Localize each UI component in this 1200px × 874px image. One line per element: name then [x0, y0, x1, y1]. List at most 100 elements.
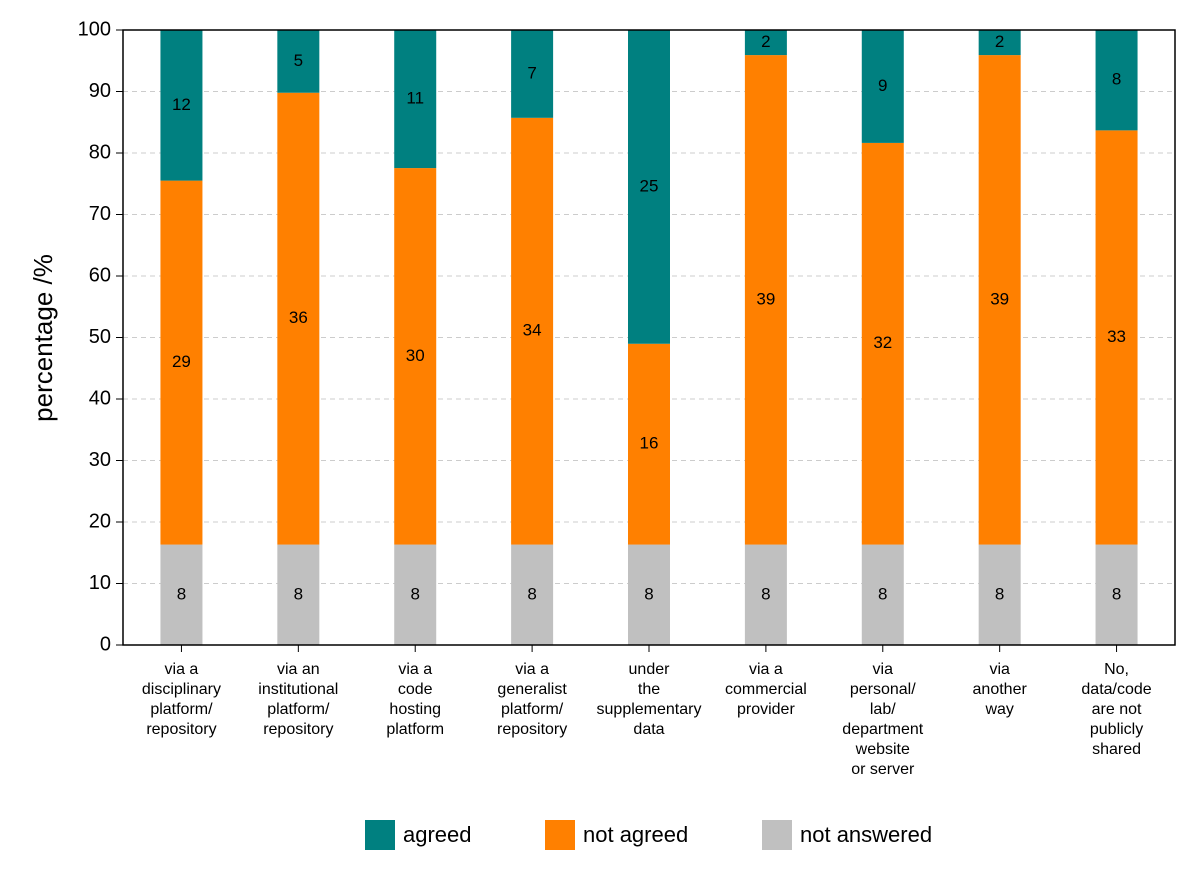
value-label: 2 — [995, 32, 1004, 51]
bar-segment — [978, 544, 1021, 645]
x-tick-label-line: data/code — [1081, 681, 1151, 698]
x-tick-label-line: repository — [497, 721, 567, 738]
legend-label: agreed — [403, 822, 472, 847]
value-label: 8 — [878, 584, 887, 603]
y-tick-label: 50 — [89, 326, 111, 348]
x-tick-label-line: personal/ — [850, 681, 916, 698]
bar-segment — [744, 55, 787, 545]
legend-swatch — [762, 820, 792, 850]
x-tick-label-line: the — [638, 681, 660, 698]
bar-segment — [160, 544, 203, 645]
y-tick-label: 40 — [89, 387, 111, 409]
bar-segment — [1095, 29, 1138, 131]
x-tick-label-line: are not — [1092, 701, 1142, 718]
x-tick-label-line: way — [984, 701, 1013, 718]
value-label: 7 — [527, 63, 536, 82]
y-tick-label: 60 — [89, 264, 111, 286]
x-tick-label-line: or server — [851, 761, 915, 778]
bar-segment — [511, 544, 554, 645]
x-tick-label: via another way — [973, 661, 1028, 718]
x-tick-label-line: platform — [386, 721, 444, 738]
value-label: 8 — [995, 584, 1004, 603]
legend-label: not answered — [800, 822, 932, 847]
x-tick-label-line: code — [398, 681, 433, 698]
value-label: 39 — [756, 289, 775, 308]
x-tick-label-line: via a — [749, 661, 783, 678]
y-axis-label: percentage /% — [28, 254, 58, 422]
x-tick-label-line: institutional — [258, 681, 338, 698]
value-label: 16 — [640, 434, 659, 453]
x-tick-label-line: repository — [146, 721, 216, 738]
x-tick-label-line: hosting — [389, 701, 441, 718]
x-tick-label: via a generalist platform/repository — [497, 661, 567, 738]
y-tick-label: 0 — [100, 633, 111, 655]
y-tick-label: 10 — [89, 572, 111, 594]
bar-segment — [744, 30, 787, 56]
bar-segment — [1095, 544, 1138, 645]
x-tick-label-line: department — [842, 721, 923, 738]
legend-swatch — [365, 820, 395, 850]
bar-segment — [394, 544, 437, 645]
x-tick-label-line: via a — [398, 661, 432, 678]
bar-segment — [277, 92, 320, 545]
value-label: 33 — [1107, 327, 1126, 346]
value-label: 11 — [406, 89, 424, 108]
value-label: 8 — [1112, 70, 1121, 89]
value-label: 8 — [1112, 584, 1121, 603]
x-tick-label-line: supplementary — [597, 701, 702, 718]
y-tick-label: 30 — [89, 449, 111, 471]
value-label: 25 — [640, 176, 659, 195]
x-tick-label: via personal/lab/department website or serv… — [842, 661, 923, 778]
value-label: 8 — [177, 584, 186, 603]
x-tick-label-line: under — [629, 661, 671, 678]
bar-segment — [511, 29, 554, 118]
x-tick-label-line: via a — [165, 661, 199, 678]
bar-segment — [277, 30, 320, 93]
value-label: 2 — [761, 32, 770, 51]
bar-segment — [511, 117, 554, 545]
value-label: 29 — [172, 352, 191, 371]
x-tick-label-line: repository — [263, 721, 333, 738]
x-tick-label: via a commercial provider — [725, 661, 807, 718]
y-tick-label: 20 — [89, 510, 111, 532]
value-label: 5 — [294, 51, 303, 70]
x-tick-label-line: lab/ — [870, 701, 896, 718]
x-tick-label-line: generalist — [497, 681, 567, 698]
x-tick-label-line: No, — [1104, 661, 1129, 678]
bar-segment — [394, 168, 437, 545]
x-tick-label-line: shared — [1092, 741, 1141, 758]
value-label: 8 — [644, 584, 653, 603]
x-tick-label-line: via an — [277, 661, 320, 678]
value-label: 8 — [527, 584, 536, 603]
value-label: 12 — [172, 95, 191, 114]
value-label: 8 — [410, 584, 419, 603]
bar-segment — [628, 343, 670, 545]
x-tick-label: via a disciplinary platform/repository — [142, 661, 221, 738]
y-tick-label: 100 — [78, 18, 111, 40]
x-tick-label-line: platform/ — [501, 701, 564, 718]
x-tick-label-line: provider — [737, 701, 795, 718]
plot-frame — [122, 29, 1176, 646]
legend-label: not agreed — [583, 822, 688, 847]
x-tick-label: via an institutional platform/repository — [258, 661, 338, 738]
x-tick-label-line: commercial — [725, 681, 807, 698]
x-tick-label-line: disciplinary — [142, 681, 221, 698]
y-tick-label: 70 — [89, 203, 111, 225]
x-tick-label-line: via — [989, 661, 1010, 678]
x-tick-label-line: via — [873, 661, 894, 678]
bar-segment — [394, 30, 437, 169]
value-label: 8 — [294, 584, 303, 603]
x-tick-label-line: website — [855, 741, 910, 758]
value-label: 30 — [406, 346, 425, 365]
y-tick-label: 80 — [89, 141, 111, 163]
value-label: 32 — [873, 333, 892, 352]
x-tick-label-line: data — [633, 721, 664, 738]
x-tick-label-line: platform/ — [150, 701, 213, 718]
bar-segment — [628, 30, 670, 344]
value-label: 39 — [990, 289, 1009, 308]
value-label: 9 — [878, 76, 887, 95]
bar-segment — [160, 30, 203, 181]
x-tick-label-line: another — [973, 681, 1028, 698]
